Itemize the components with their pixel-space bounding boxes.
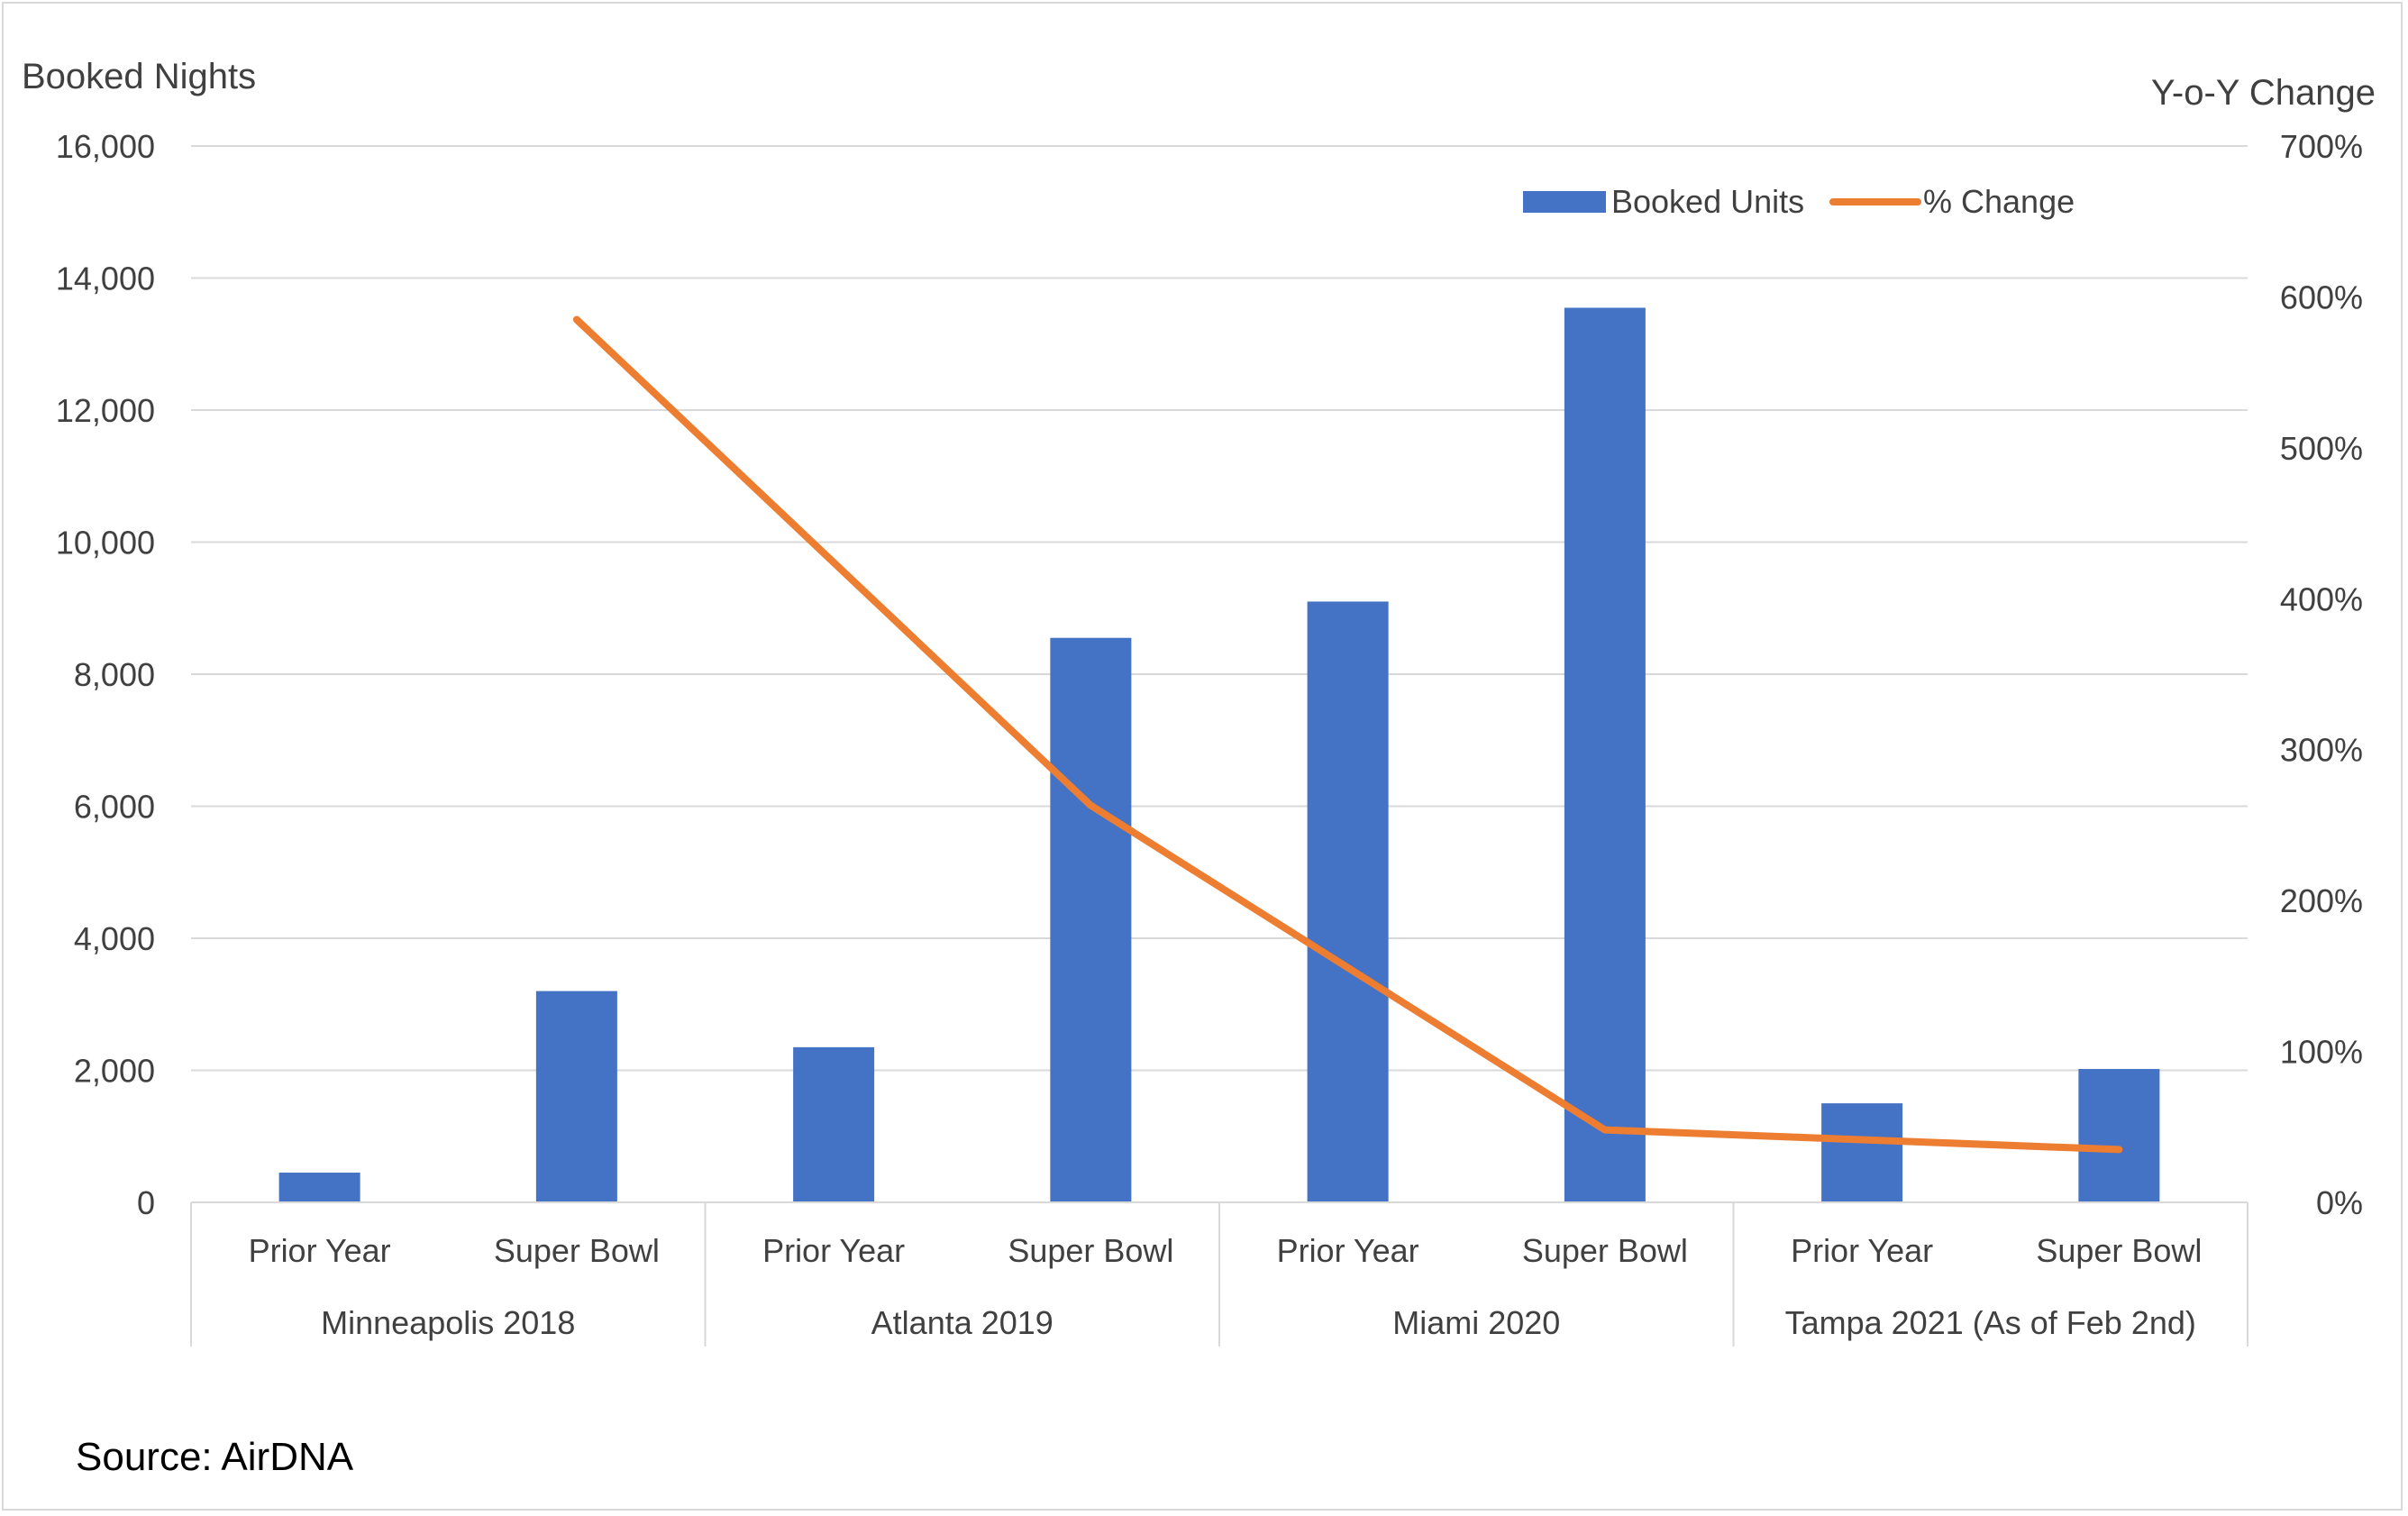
bar bbox=[1821, 1103, 1903, 1202]
bar bbox=[1307, 601, 1389, 1202]
gridlines bbox=[191, 145, 2248, 1072]
left-tick-label: 2,000 bbox=[74, 1053, 155, 1090]
right-tick-label: 400% bbox=[2280, 580, 2363, 617]
left-tick-label: 6,000 bbox=[74, 789, 155, 826]
line-path bbox=[572, 315, 2123, 1154]
group-label: Minneapolis 2018 bbox=[321, 1304, 575, 1341]
group-label: Tampa 2021 (As of Feb 2nd) bbox=[1785, 1304, 2196, 1341]
left-tick-label: 16,000 bbox=[56, 128, 155, 165]
legend-label-pct-change: % Change bbox=[1923, 183, 2075, 220]
category-label: Super Bowl bbox=[494, 1232, 660, 1269]
right-tick-label: 100% bbox=[2280, 1034, 2363, 1071]
left-tick-label: 4,000 bbox=[74, 920, 155, 957]
legend-swatch-booked-units bbox=[1523, 191, 1606, 213]
category-label: Prior Year bbox=[1791, 1232, 1933, 1269]
axes: 0 2,000 4,000 6,000 8,000 10,000 12,000 14,000 1… bbox=[56, 128, 2363, 1347]
right-axis-title: Y-o-Y Change bbox=[2151, 73, 2376, 113]
category-label: Super Bowl bbox=[1008, 1232, 1173, 1269]
bar bbox=[2078, 1069, 2160, 1202]
left-tick-label: 10,000 bbox=[56, 525, 155, 562]
line-series-pct-change bbox=[572, 315, 2123, 1154]
bar bbox=[1564, 307, 1646, 1202]
category-label: Super Bowl bbox=[2036, 1232, 2202, 1269]
left-axis-title: Booked Nights bbox=[22, 57, 256, 96]
legend: Booked Units % Change bbox=[1523, 183, 2075, 220]
right-tick-label: 0% bbox=[2316, 1184, 2363, 1221]
legend-label-booked-units: Booked Units bbox=[1611, 183, 1804, 220]
source-note: Source: AirDNA bbox=[76, 1435, 354, 1479]
bar-series-booked-units bbox=[278, 307, 2160, 1202]
left-tick-label: 12,000 bbox=[56, 392, 155, 429]
category-label: Super Bowl bbox=[1522, 1232, 1688, 1269]
group-label: Miami 2020 bbox=[1392, 1304, 1560, 1341]
left-tick-label: 14,000 bbox=[56, 260, 155, 297]
category-label: Prior Year bbox=[762, 1232, 905, 1269]
right-tick-label: 600% bbox=[2280, 279, 2363, 315]
group-label: Atlanta 2019 bbox=[871, 1304, 1054, 1341]
axis-labels: Booked Nights Y-o-Y Change bbox=[22, 57, 2376, 113]
category-label: Prior Year bbox=[1277, 1232, 1419, 1269]
bar bbox=[1050, 637, 1132, 1202]
right-tick-label: 700% bbox=[2280, 128, 2363, 165]
bar bbox=[535, 991, 617, 1202]
left-tick-label: 8,000 bbox=[74, 656, 155, 693]
left-tick-label: 0 bbox=[137, 1184, 155, 1221]
right-tick-label: 300% bbox=[2280, 732, 2363, 769]
right-tick-label: 500% bbox=[2280, 430, 2363, 467]
bar bbox=[278, 1173, 360, 1202]
category-label: Prior Year bbox=[249, 1232, 391, 1269]
bar bbox=[793, 1046, 875, 1202]
right-tick-label: 200% bbox=[2280, 882, 2363, 919]
